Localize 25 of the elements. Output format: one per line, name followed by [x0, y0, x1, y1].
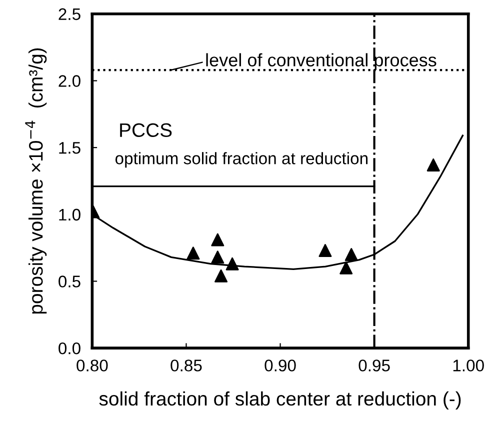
- y-tick-label: 0.5: [58, 276, 80, 288]
- x-tick-label: 0.95: [358, 360, 390, 372]
- ref-line-label: level of conventional process: [206, 53, 436, 70]
- x-tick-label: 0.90: [264, 360, 296, 372]
- x-tick-label: 0.85: [170, 360, 202, 372]
- point: [318, 244, 332, 257]
- y-axis-title: porosity volume ×10$^{−4}$ (cm³/g): [25, 48, 47, 314]
- point: [344, 248, 358, 261]
- y-tick-label: 2.5: [58, 8, 80, 20]
- point: [214, 269, 228, 282]
- y-tick-label: 1.0: [59, 208, 80, 221]
- y-tick-label: 2.0: [58, 75, 80, 87]
- annotation: PCCS: [120, 123, 172, 138]
- point: [186, 246, 200, 260]
- point: [211, 250, 224, 264]
- x-tick-label: 1.00: [453, 360, 484, 372]
- point: [426, 158, 440, 172]
- x-axis-title: solid fraction of slab center at reduction (-): [99, 391, 461, 410]
- point: [211, 233, 224, 246]
- y-tick-label: 1.5: [59, 142, 80, 154]
- x-tick-label: 0.80: [76, 360, 108, 372]
- point: [340, 261, 353, 274]
- y-tick-label: 0.0: [58, 342, 80, 354]
- point: [226, 257, 239, 270]
- annotation: optimum solid fraction at reduction: [115, 152, 368, 168]
